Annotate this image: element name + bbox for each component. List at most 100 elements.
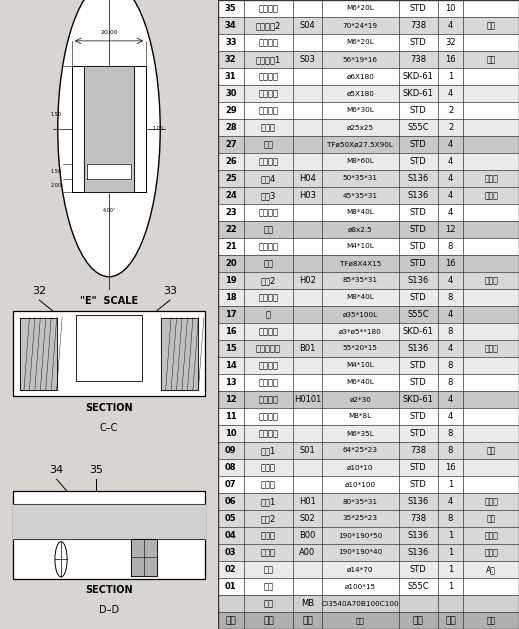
Text: 738: 738 <box>410 21 426 30</box>
Text: MB: MB <box>301 599 314 608</box>
Text: 21: 21 <box>225 242 237 251</box>
Text: 哦化: 哦化 <box>486 21 496 30</box>
Bar <box>218 612 519 629</box>
Text: ø6X180: ø6X180 <box>346 74 374 79</box>
Text: 70*24*19: 70*24*19 <box>343 23 378 28</box>
Text: 行位压兵2: 行位压兵2 <box>256 21 281 30</box>
Text: 85*35*31: 85*35*31 <box>343 277 378 284</box>
Text: S136: S136 <box>407 548 429 557</box>
Text: 34: 34 <box>50 465 64 475</box>
Text: 名称: 名称 <box>263 616 274 625</box>
Text: STD: STD <box>410 565 427 574</box>
Text: 2.00: 2.00 <box>50 183 61 188</box>
Text: 销钉: 销钉 <box>264 225 274 234</box>
Text: 4.00°: 4.00° <box>102 208 116 213</box>
Text: H0101: H0101 <box>294 395 321 404</box>
Text: 图号: 图号 <box>302 616 313 625</box>
Text: SKD-61: SKD-61 <box>403 327 433 336</box>
Text: 34: 34 <box>225 21 237 30</box>
Circle shape <box>58 0 160 277</box>
Bar <box>218 425 519 442</box>
Polygon shape <box>76 314 142 381</box>
Text: 直身顶针: 直身顶针 <box>258 89 278 98</box>
Text: S01: S01 <box>299 446 316 455</box>
Text: 销钉: 销钉 <box>264 140 274 149</box>
Text: 4: 4 <box>448 157 453 166</box>
Text: 8: 8 <box>448 361 453 370</box>
Text: 销钉: 销钉 <box>264 259 274 268</box>
Polygon shape <box>131 539 157 576</box>
Bar <box>218 357 519 374</box>
Text: 束枙2: 束枙2 <box>261 514 276 523</box>
Text: ø25x25: ø25x25 <box>347 125 374 130</box>
Text: 11: 11 <box>225 412 237 421</box>
Text: STD: STD <box>410 106 427 115</box>
Text: 4: 4 <box>448 89 453 98</box>
Text: 4: 4 <box>448 276 453 285</box>
Text: ø10*10: ø10*10 <box>347 464 374 470</box>
Text: 限位块: 限位块 <box>261 123 276 132</box>
Bar <box>218 221 519 238</box>
Text: 4: 4 <box>448 174 453 183</box>
Text: 45*35*31: 45*35*31 <box>343 192 378 199</box>
Text: STD: STD <box>410 225 427 234</box>
Text: M4*10L: M4*10L <box>346 243 374 250</box>
Text: SKD-61: SKD-61 <box>403 89 433 98</box>
Text: B01: B01 <box>299 344 316 353</box>
Text: 08: 08 <box>225 463 237 472</box>
Bar <box>218 102 519 119</box>
Text: 杯头螺丝: 杯头螺丝 <box>258 208 278 217</box>
Bar <box>218 595 519 612</box>
Text: STD: STD <box>410 38 427 47</box>
Text: B00: B00 <box>299 531 316 540</box>
Text: H03: H03 <box>299 191 316 200</box>
Text: 哦化: 哦化 <box>486 514 496 523</box>
Text: 2: 2 <box>448 106 453 115</box>
Text: M6*40L: M6*40L <box>346 379 374 386</box>
Bar <box>218 153 519 170</box>
Text: STD: STD <box>410 378 427 387</box>
Text: 15: 15 <box>225 344 237 353</box>
Text: STD: STD <box>410 429 427 438</box>
Text: C–C: C–C <box>100 423 118 433</box>
Text: 数量: 数量 <box>445 616 456 625</box>
Polygon shape <box>13 504 205 539</box>
Text: 哦化: 哦化 <box>486 55 496 64</box>
Text: 餓鸡: 餓鸡 <box>264 565 274 574</box>
Bar <box>218 340 519 357</box>
Text: ø35*100L: ø35*100L <box>343 311 378 318</box>
Text: 备注: 备注 <box>486 616 496 625</box>
Bar <box>218 136 519 153</box>
Text: 哦化是: 哦化是 <box>484 191 498 200</box>
Text: 20.00: 20.00 <box>100 30 118 35</box>
Text: 09: 09 <box>225 446 237 455</box>
Text: 哦化是: 哦化是 <box>484 497 498 506</box>
Text: 16: 16 <box>445 259 456 268</box>
Text: 1: 1 <box>448 72 453 81</box>
Text: 29: 29 <box>225 106 237 115</box>
Text: 25: 25 <box>225 174 237 183</box>
Text: 直身顶针: 直身顶针 <box>258 72 278 81</box>
Text: 4: 4 <box>448 310 453 319</box>
Text: ø3*ø5**180: ø3*ø5**180 <box>339 328 381 335</box>
Polygon shape <box>84 66 134 192</box>
Bar <box>218 170 519 187</box>
Text: ø14*70: ø14*70 <box>347 567 374 572</box>
Text: 8: 8 <box>448 514 453 523</box>
Bar <box>218 408 519 425</box>
Bar <box>218 374 519 391</box>
Text: 4: 4 <box>448 208 453 217</box>
Text: SKD-61: SKD-61 <box>403 72 433 81</box>
Text: 后模仁: 后模仁 <box>261 531 276 540</box>
Text: 1: 1 <box>448 480 453 489</box>
Text: STD: STD <box>410 412 427 421</box>
Bar <box>218 0 519 17</box>
Text: 杯头螺丝: 杯头螺丝 <box>258 4 278 13</box>
Text: 行位3: 行位3 <box>261 191 276 200</box>
Text: 行位4: 行位4 <box>261 174 276 183</box>
Text: 27: 27 <box>225 140 237 149</box>
Bar <box>218 289 519 306</box>
Text: 738: 738 <box>410 446 426 455</box>
Text: 行位锁针: 行位锁针 <box>258 395 278 404</box>
Bar <box>218 459 519 476</box>
